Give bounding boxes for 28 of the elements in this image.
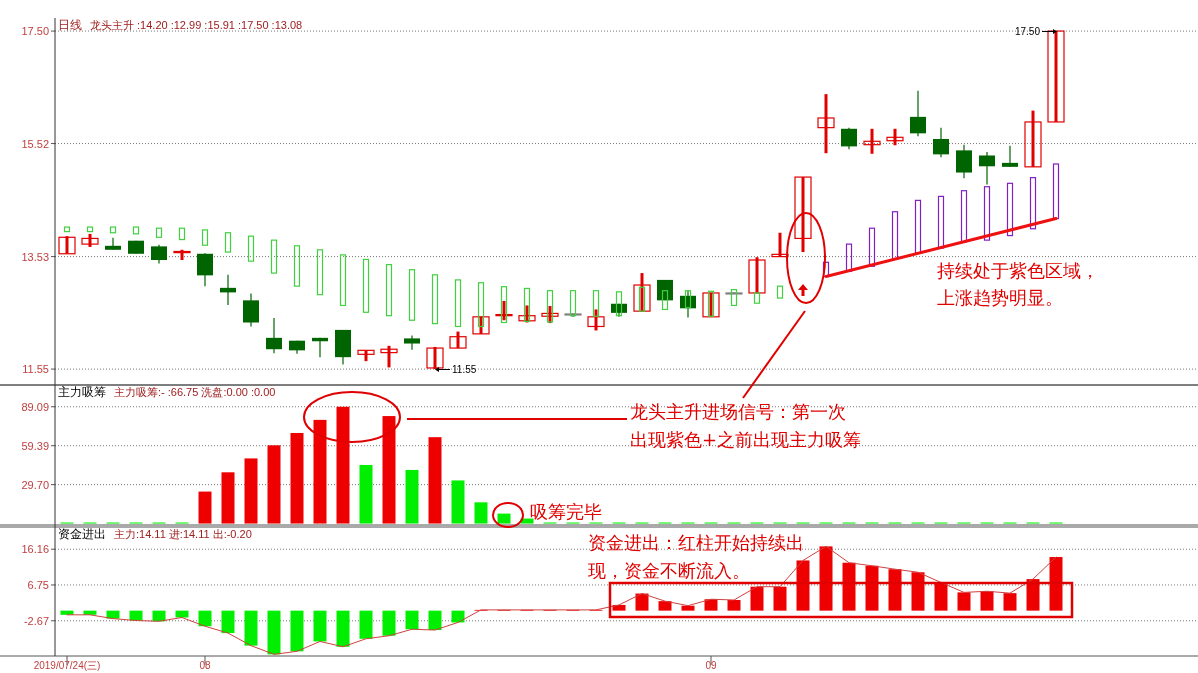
y-tick-label: 16.16 xyxy=(21,543,49,556)
chart-title: 主力吸筹 xyxy=(58,385,106,399)
y-tick-label: 13.53 xyxy=(21,250,49,263)
chart-title: 资金进出 xyxy=(58,527,106,541)
x-tick-label: 08 xyxy=(199,660,211,671)
y-tick-label: 6.75 xyxy=(27,578,49,591)
chart-subtitle: 主力:14.11 进:14.11 出:-0.20 xyxy=(114,528,252,540)
chart-subtitle: 龙头主升 :14.20 :12.99 :15.91 :17.50 :13.08 xyxy=(90,19,303,31)
annotation: 17.50 xyxy=(1014,26,1041,37)
chart-subtitle: 主力吸筹:- :66.75 洗盘:0.00 :0.00 xyxy=(114,386,276,398)
annotation: 持续处于紫色区域， xyxy=(937,260,1099,281)
annotation: 龙头主升进场信号：第一次 xyxy=(630,401,846,422)
x-tick-label: 2019/07/24(三) xyxy=(33,660,101,671)
y-tick-label: 17.50 xyxy=(21,25,49,38)
y-tick-label: 89.09 xyxy=(21,400,49,413)
y-tick-label: 11.55 xyxy=(22,363,49,376)
chart-title: 日线 xyxy=(58,18,82,32)
annotation: 上涨趋势明显。 xyxy=(937,287,1063,308)
annotation: 现，资金不断流入。 xyxy=(588,560,750,581)
annotation: 吸筹完毕 xyxy=(530,501,602,522)
annotation: 11.55 xyxy=(452,364,477,375)
y-tick-label: -2.67 xyxy=(23,614,49,627)
y-tick-label: 29.70 xyxy=(21,478,49,491)
y-tick-label: 15.52 xyxy=(21,137,49,150)
y-tick-label: 59.39 xyxy=(21,439,49,452)
annotation: 出现紫色+之前出现主力吸筹 xyxy=(630,429,862,450)
annotation: 资金进出：红柱开始持续出 xyxy=(588,532,804,553)
x-tick-label: 09 xyxy=(705,660,717,671)
